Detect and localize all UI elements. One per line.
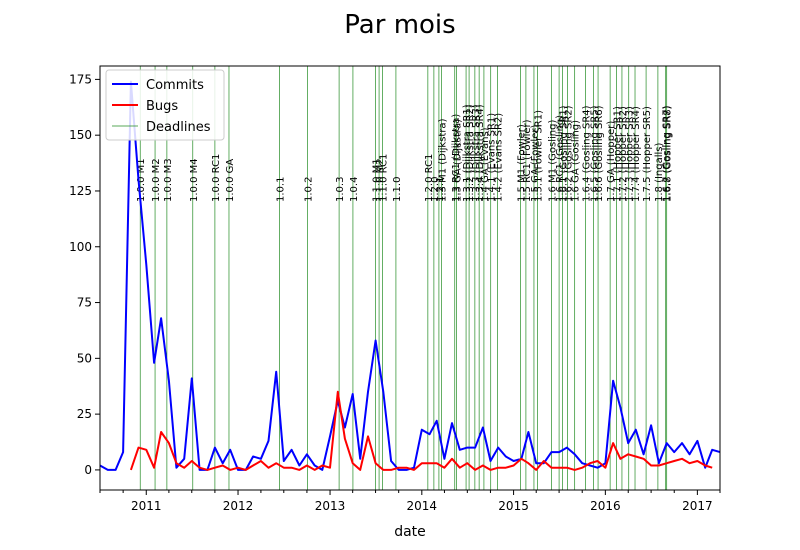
deadline-label: 1.1.0 (392, 177, 403, 202)
plot-area: 1.0.0 M1 1.0.0 M2 1.0.0 M3 1.0.0 M4 1.0.0 RC… (69, 65, 721, 513)
y-tick-label: 125 (69, 184, 92, 198)
deadline-label: 1.6 RC1 (Gosling) (555, 115, 566, 202)
deadline-label: 1.5 M1 (Fowler) (516, 124, 527, 202)
deadline-label: 1.3.2 (Dijkstra SR2) (465, 104, 476, 202)
deadline-label: 1.4 GA (Evans) (480, 127, 491, 202)
deadline-label: 1.3 GA (Dijkstra) (453, 119, 464, 202)
deadline-label: 1.6 M1 (Gosling) (548, 120, 559, 202)
x-tick-label: 2016 (590, 499, 621, 513)
deadline-label: 1.5 GA (Fowler) (530, 125, 541, 202)
deadline-label: 1.7.3 (Hopper SR3) (625, 106, 636, 202)
x-tick-label: 2017 (682, 499, 713, 513)
deadline-label: 1.0.1 (276, 177, 287, 202)
deadline-label: 1.3.1 (Dijkstra SR1) (462, 104, 473, 202)
deadline-label: 1.7.1 (Hopper SR1) (612, 106, 623, 202)
deadline-label: 1.6.8 (Gosling SR8) (663, 105, 674, 202)
y-tick-label: 50 (77, 351, 92, 365)
deadline-label: 1.6 GA (Gosling) (571, 120, 582, 202)
deadline-label: 1.0.0 M3 (163, 158, 174, 202)
plot-frame (99, 65, 721, 491)
deadline-label: 1.6.2 (Gosling SR2) (564, 105, 575, 202)
deadline-label: 1.0.3 (335, 177, 346, 202)
deadline-label: 1.3.3 (Dijkstra SR3) (471, 104, 482, 202)
y-tick-label: 25 (77, 407, 92, 421)
deadline-label: 1.0.2 (303, 177, 314, 202)
deadline-label: 1.0.0 M1 (136, 158, 147, 202)
deadline-label: 1.6.7 (Gosling SR7) (662, 105, 673, 202)
deadline-label: 1.1.0 RC1 (379, 154, 390, 202)
y-tick-label: 100 (69, 240, 92, 254)
deadline-label: 1.6.5 (Gosling SR5) (590, 105, 601, 202)
x-tick-label: 2012 (223, 499, 254, 513)
deadline-label: 1.5 RC1 (Fowler) (522, 119, 533, 202)
deadline-label: 1.4.2 (Evans SR2) (493, 113, 504, 202)
deadline-label: 1.1.0 M2 (375, 158, 386, 202)
x-tick-label: 2013 (315, 499, 346, 513)
legend-box (105, 69, 225, 141)
deadline-label: 1.7 GA (Hopper) (606, 121, 617, 202)
deadline-label: 1.3.4 (Dijkstra SR4) (475, 104, 486, 202)
legend-label: Bugs (146, 99, 178, 114)
y-tick-label: 175 (69, 72, 92, 86)
legend: Commits Bugs Deadlines (105, 69, 225, 141)
y-tick-label: 150 (69, 128, 92, 142)
x-tick-label: 2014 (407, 499, 438, 513)
deadline-label: 1.0.0 RC1 (211, 154, 222, 202)
deadline-label: 1.2.1 (435, 177, 446, 202)
deadline-label: 1.7.5 (Hopper SR5) (642, 106, 653, 202)
deadline-label: 1.0.4 (349, 177, 360, 202)
deadline-label: 1.1.0 M1 (372, 158, 383, 202)
chart-title: Par mois (344, 10, 455, 40)
x-tick-label: 2015 (498, 499, 529, 513)
deadline-label: 1.0.0 M2 (151, 158, 162, 202)
y-tick-label: 75 (77, 296, 92, 310)
deadline-label: 1.4.1 (Evans SR1) (487, 113, 498, 202)
deadline-label: 1.2.0 RC1 (424, 154, 435, 202)
legend-label: Deadlines (146, 120, 211, 135)
deadline-label: 1.5.1 (Fowler SR1) (533, 110, 544, 202)
deadline-label: 1.0.0 M4 (189, 158, 200, 202)
deadline-label: 1.6.4 (Gosling SR4) (581, 105, 592, 202)
deadline-label: 1.7.2 (Hopper SR2) (618, 106, 629, 202)
deadline-label: 1.8 (Ingalls) (654, 142, 665, 202)
deadline-label: 1.2.0 (430, 177, 441, 202)
legend-label: Commits (146, 78, 204, 93)
x-axis-label: date (394, 524, 426, 540)
deadline-label: 1.6.1 (Gosling SR1) (559, 105, 570, 202)
deadline-label: 1.0.0 GA (225, 159, 236, 202)
deadline-label: 1.3 M1 (Dijkstra) (437, 118, 448, 202)
deadline-label: 1.7.4 (Hopper SR4) (631, 106, 642, 202)
x-tick-label: 2011 (131, 499, 162, 513)
series-line-bugs (129, 390, 713, 471)
y-tick-label: 0 (84, 463, 92, 477)
deadline-label: 1.6.6 (Gosling SR6) (594, 105, 605, 202)
